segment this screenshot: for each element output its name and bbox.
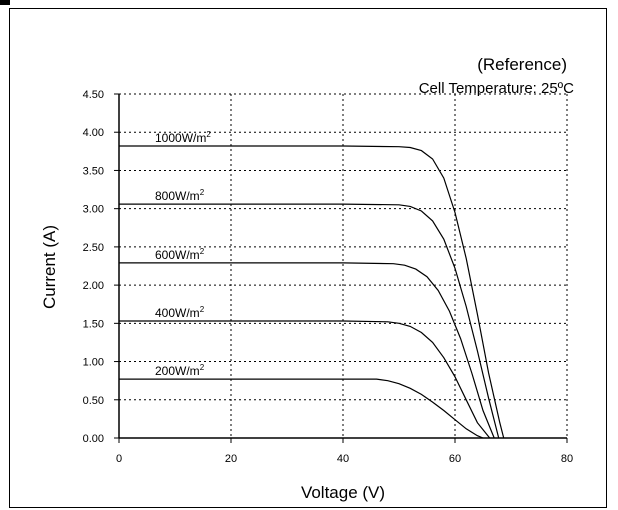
plot-area: 0.00 0.50 1.00 1.50 2.00 2.50 3.00 3.50 4.00 4.50… xyxy=(83,89,574,465)
x-tick-label: 20 xyxy=(225,453,237,465)
series-label: 200W/m2 xyxy=(155,363,205,378)
series-line xyxy=(119,320,491,439)
x-tick-label: 0 xyxy=(116,453,122,465)
x-tick-label: 40 xyxy=(337,453,349,465)
y-tick-label: 0.50 xyxy=(83,395,104,407)
x-tick-label: 80 xyxy=(561,453,573,465)
series-label: 1000W/m2 xyxy=(155,130,211,145)
series-line xyxy=(119,262,495,439)
chart-title: (Reference) xyxy=(477,55,567,74)
corner-mark xyxy=(0,0,10,5)
y-tick-label: 3.50 xyxy=(83,165,104,177)
chart-subtitle: Cell Temperature: 25ºC xyxy=(419,80,574,97)
series-line xyxy=(119,145,505,439)
y-tick-label: 3.00 xyxy=(83,204,104,216)
y-axis-label: Current (A) xyxy=(40,225,59,309)
x-tick-label: 60 xyxy=(449,453,461,465)
y-tick-label: 1.50 xyxy=(83,318,104,330)
series-line xyxy=(119,203,500,439)
x-axis-label: Voltage (V) xyxy=(301,483,385,502)
series-label: 600W/m2 xyxy=(155,247,205,262)
y-tick-label: 2.00 xyxy=(83,280,104,292)
series-line xyxy=(119,378,484,439)
y-tick-label: 1.00 xyxy=(83,357,104,369)
y-tick-label: 2.50 xyxy=(83,242,104,254)
series-label: 800W/m2 xyxy=(155,188,205,203)
y-tick-label: 4.50 xyxy=(83,89,104,101)
chart-frame xyxy=(9,8,607,508)
y-tick-label: 4.00 xyxy=(83,127,104,139)
series-label: 400W/m2 xyxy=(155,305,205,320)
y-tick-label: 0.00 xyxy=(83,433,104,445)
